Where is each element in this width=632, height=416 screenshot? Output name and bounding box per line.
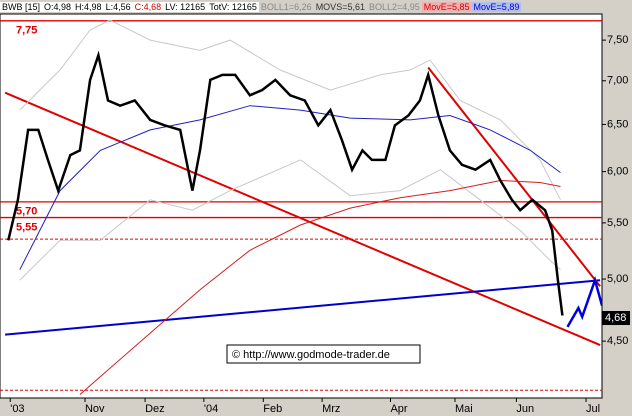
header-field: MOVS=5,61 — [313, 2, 367, 12]
series-line — [19, 159, 561, 281]
x-tick-label: Jun — [516, 403, 534, 415]
x-tick-label: '03 — [10, 403, 24, 415]
x-tick-label: Nov — [85, 403, 105, 415]
series-line — [79, 179, 561, 395]
series-line — [7, 50, 564, 316]
y-tick-label: 7,50 — [607, 34, 628, 46]
header-field: O:4,98 — [42, 2, 74, 12]
y-tick-label: 6,00 — [607, 166, 628, 178]
x-tick-label: Apr — [390, 403, 407, 415]
x-tick-label: Dez — [145, 403, 165, 415]
trend-line — [427, 66, 601, 287]
header-field: L:4,56 — [103, 2, 133, 12]
level-label: 5,70 — [16, 206, 37, 218]
header-field: LV: 12165 — [163, 2, 208, 12]
header-field: BWB [15] — [0, 2, 43, 12]
header: BWB [15] O:4,98 H:4,98 L:4,56 C:4,68 LV: 1216… — [0, 0, 632, 14]
level-label: 7,75 — [16, 25, 37, 37]
watermark: © http://www.godmode-trader.de — [232, 349, 390, 361]
x-tick-label: '04 — [204, 403, 218, 415]
header-field: BOLL1=6,26 — [258, 2, 314, 12]
header-field: MovE=5,89 — [471, 2, 522, 12]
series-line — [19, 105, 561, 270]
x-tick-label: Mrz — [322, 403, 340, 415]
y-tick-label: 5,50 — [607, 217, 628, 229]
price-tag — [602, 311, 630, 326]
trend-line — [5, 279, 601, 336]
watermark-box — [226, 344, 421, 364]
y-tick-label: 4,50 — [607, 335, 628, 347]
plot-group: 7,75 5,70 5,55 — [0, 19, 602, 395]
series-line — [19, 19, 561, 201]
plot-area — [0, 13, 603, 399]
header-field: C:4,68 — [132, 2, 164, 12]
y-tick-label: 6,50 — [607, 118, 628, 130]
x-tick-label: Mai — [455, 403, 473, 415]
header-field: H:4,98 — [73, 2, 104, 12]
price-tag-label: 4,68 — [605, 312, 626, 324]
series-line — [566, 276, 602, 328]
y-tick-label: 5,00 — [607, 273, 628, 285]
x-tick-label: Jul — [586, 403, 600, 415]
level-label: 5,55 — [16, 221, 37, 233]
trend-line — [4, 91, 601, 347]
y-tick-label: 7,00 — [607, 75, 628, 87]
header-field: TotV: 12165 — [207, 2, 259, 12]
x-tick-label: Feb — [263, 403, 282, 415]
header-field: MovE=5,85 — [421, 2, 472, 12]
header-field: BOLL2=4,95 — [366, 2, 422, 12]
